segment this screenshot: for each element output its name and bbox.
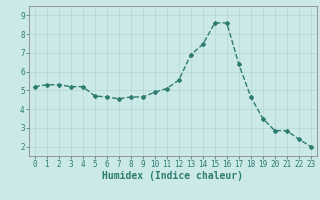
- X-axis label: Humidex (Indice chaleur): Humidex (Indice chaleur): [102, 171, 243, 181]
